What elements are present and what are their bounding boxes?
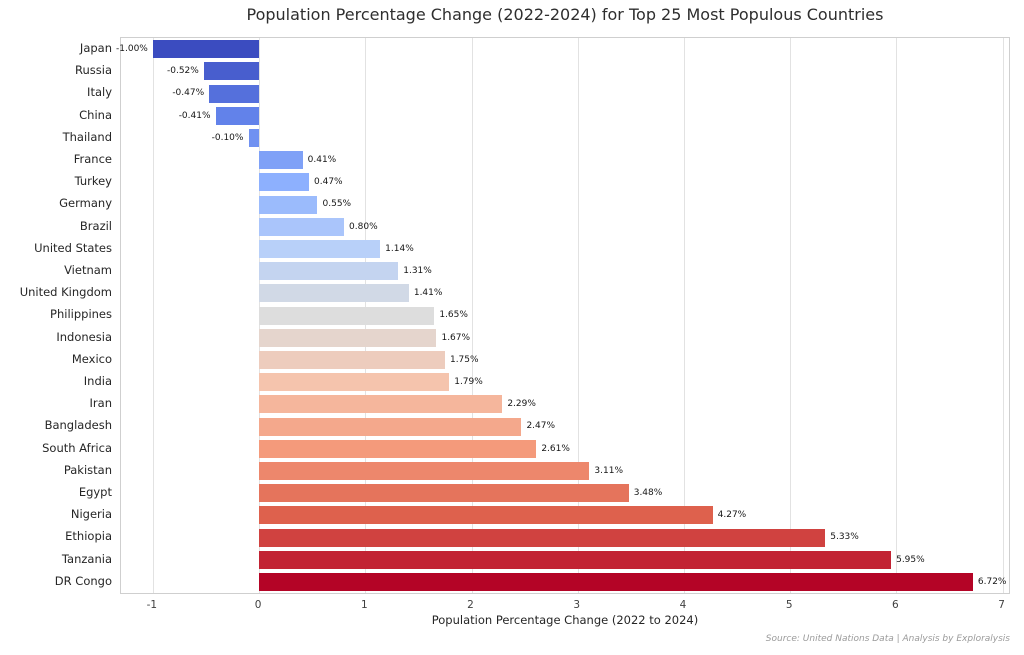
value-label: -0.52% [167,66,199,77]
bar-china [215,106,260,125]
x-tick-label: -1 [146,599,158,611]
category-label: Germany [59,196,112,211]
category-label: Indonesia [56,329,112,344]
category-label: Vietnam [64,263,112,277]
category-label: Nigeria [70,507,112,522]
category-label: India [83,374,112,388]
category-label: United States [34,240,112,255]
value-label: 1.65% [439,310,468,321]
y-axis-labels: Japan Russia Italy China Thailand France Turke… [0,37,112,594]
gridline-x-5 [790,38,792,593]
bar-south-africa [259,439,537,458]
bar-bangladesh [259,417,522,436]
value-label: 1.75% [449,354,479,365]
bar-italy [209,84,260,103]
value-label: 3.11% [594,465,624,476]
gridline-x-6 [896,38,898,593]
category-label: Pakistan [63,462,112,477]
category-label: Russia [75,63,112,78]
value-label: 1.14% [385,243,414,254]
bar-egypt [259,484,629,503]
bar-turkey [259,173,309,192]
category-label: Turkey [74,174,112,189]
value-label: 1.31% [403,266,432,276]
category-label: Iran [89,396,112,411]
value-label: 2.61% [541,443,570,454]
category-label: DR Congo [54,573,112,588]
gridline-x-4 [684,38,685,593]
bar-dr-congo [259,572,973,591]
value-label: 0.55% [322,199,352,210]
bar-russia [203,62,260,81]
x-tick-label: 1 [360,599,368,611]
category-label: Egypt [78,485,112,499]
value-label: 3.48% [633,488,663,498]
x-tick-label: 7 [998,599,1005,611]
bar-ethiopia [259,528,826,547]
bar-philippines [259,306,435,325]
value-label: 6.72% [977,576,1007,587]
source-note: Source: United Nations Data | Analysis b… [765,634,1010,644]
bar-mexico [259,350,445,369]
value-label: 5.33% [830,532,859,543]
category-label: Bangladesh [44,418,112,433]
x-axis-ticks: -1 0 1 2 3 4 5 6 7 [120,599,1010,613]
bar-brazil [259,217,345,236]
gridline-x-2 [471,38,473,593]
chart-title: Population Percentage Change (2022-2024)… [246,5,884,24]
bar-germany [259,195,318,214]
x-tick-label: 6 [892,599,899,611]
gridline-x-7 [1002,38,1004,593]
category-label: China [79,107,112,122]
bar-thailand [248,128,260,147]
bar-pakistan [259,461,590,480]
category-label: Thailand [62,129,112,144]
category-label: France [73,152,112,166]
bar-japan [152,40,260,59]
category-label: South Africa [42,440,112,455]
value-label: -0.41% [178,110,211,121]
category-label: Ethiopia [65,529,112,544]
x-tick-label: 0 [254,599,262,611]
value-label: 2.47% [526,421,556,432]
value-label: 1.79% [454,377,483,387]
gridline-x-3 [577,38,579,593]
x-tick-label: 4 [679,599,687,611]
value-label: 0.47% [314,177,343,188]
value-label: 2.29% [507,399,536,410]
category-label: Tanzania [61,551,112,566]
x-axis-label: Population Percentage Change (2022 to 20… [431,613,699,627]
value-label: -0.47% [172,88,205,99]
category-label: Italy [87,85,112,100]
value-label: 1.41% [413,288,443,299]
value-label: -1.00% [116,44,148,54]
bar-indonesia [259,328,437,347]
value-label: 4.27% [717,510,747,521]
bar-united-kingdom [259,284,409,303]
category-label: Brazil [79,218,112,233]
category-label: Mexico [71,351,112,366]
bar-tanzania [259,550,892,569]
value-label: -0.10% [211,132,244,143]
category-label: Philippines [50,307,112,322]
bar-vietnam [259,262,399,281]
bar-india [259,373,450,392]
plot-area: -1.00% -0.52% -0.47% -0.41% -0.10% 0.41% 0.47%… [116,37,1010,594]
category-label: Japan [79,41,112,55]
value-label: 1.67% [441,332,471,343]
category-label: United Kingdom [19,285,112,300]
x-tick-label: 3 [573,599,581,611]
value-label: 5.95% [896,554,925,565]
bar-iran [259,395,503,414]
bar-nigeria [259,506,713,525]
value-label: 0.41% [307,155,337,165]
bar-france [259,151,303,170]
value-label: 0.80% [349,221,378,232]
x-tick-label: 2 [467,599,474,611]
gridline-x--1 [152,38,154,593]
bar-united-states [259,239,381,258]
x-tick-label: 5 [785,599,793,611]
